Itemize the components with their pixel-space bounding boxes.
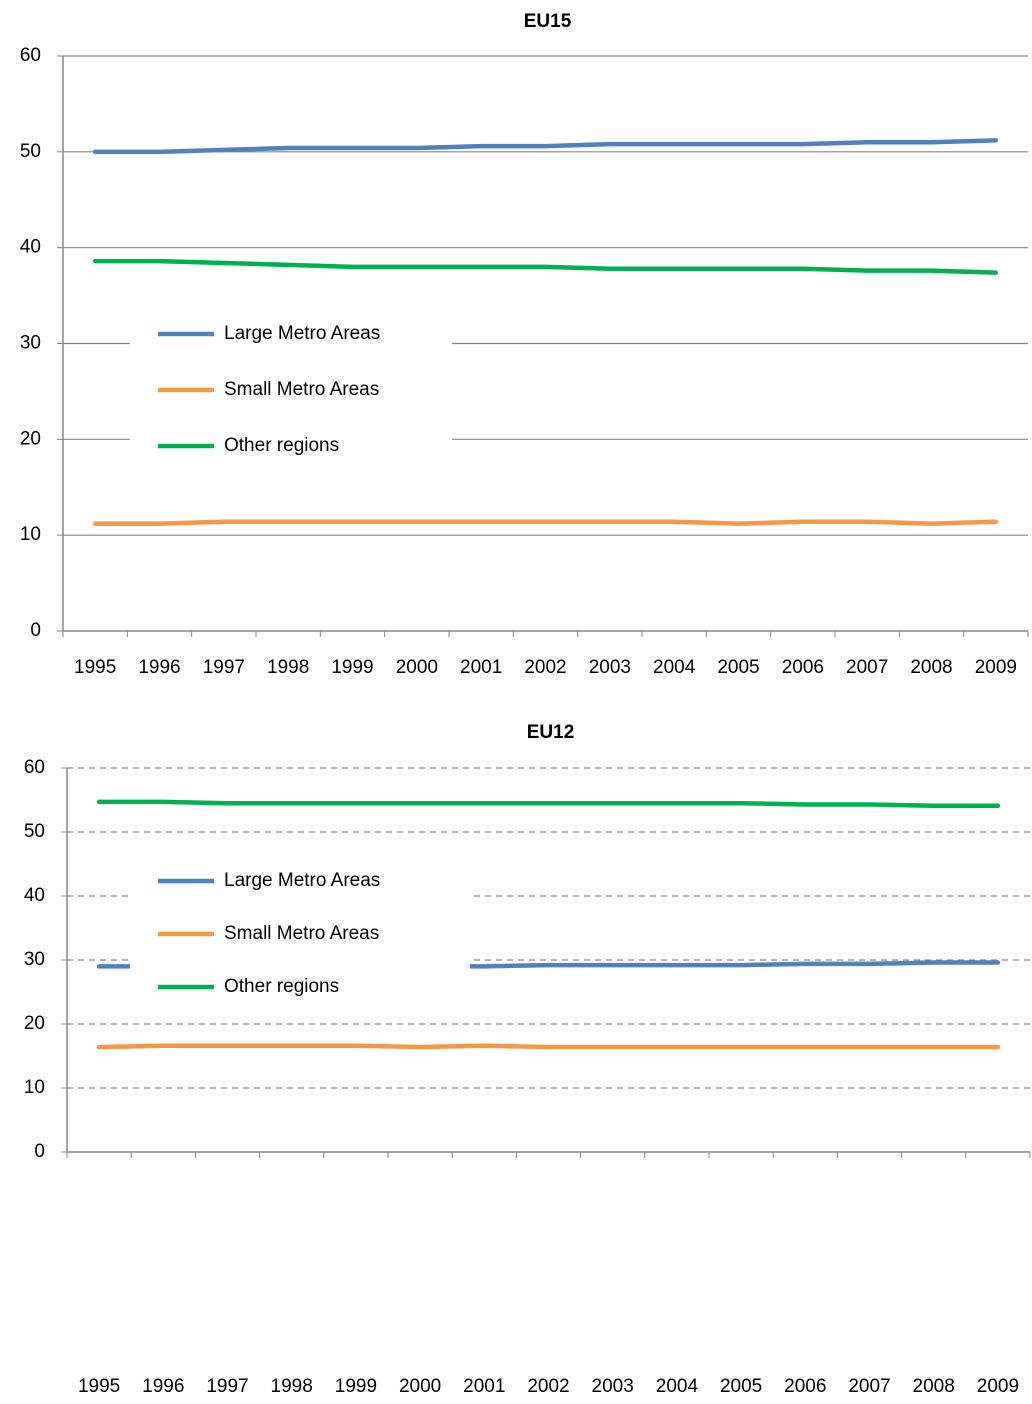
chart-title: EU15 bbox=[524, 11, 572, 32]
x-tick-label: 1999 bbox=[335, 1376, 377, 1397]
x-tick-label: 1997 bbox=[206, 1376, 248, 1397]
y-tick-label: 10 bbox=[24, 1077, 45, 1098]
legend-label: Other regions bbox=[224, 976, 339, 997]
x-tick-label: 2005 bbox=[717, 657, 759, 678]
series-line bbox=[96, 799, 1001, 809]
x-tick-label: 1995 bbox=[78, 1376, 120, 1397]
x-tick-label: 1998 bbox=[271, 1376, 313, 1397]
x-tick-label: 2005 bbox=[720, 1376, 762, 1397]
legend-label: Small Metro Areas bbox=[224, 379, 379, 400]
y-tick-label: 20 bbox=[24, 1013, 45, 1034]
x-tick-label: 2007 bbox=[846, 657, 888, 678]
y-tick-label: 60 bbox=[20, 45, 41, 66]
y-tick-label: 20 bbox=[20, 428, 41, 449]
x-tick-label: 2003 bbox=[589, 657, 631, 678]
x-tick-label: 2008 bbox=[913, 1376, 955, 1397]
series-line bbox=[92, 519, 999, 526]
x-tick-label: 1997 bbox=[203, 657, 245, 678]
x-tick-label: 1996 bbox=[142, 1376, 184, 1397]
series-line bbox=[96, 1043, 1001, 1050]
y-tick-label: 10 bbox=[20, 524, 41, 545]
x-tick-label: 1996 bbox=[138, 657, 180, 678]
legend-label: Small Metro Areas bbox=[224, 923, 379, 944]
y-tick-label: 50 bbox=[20, 141, 41, 162]
x-tick-label: 2000 bbox=[399, 1376, 441, 1397]
x-tick-label: 2008 bbox=[910, 657, 952, 678]
series-line bbox=[92, 138, 999, 155]
y-tick-label: 50 bbox=[24, 821, 45, 842]
y-tick-label: 40 bbox=[24, 885, 45, 906]
legend-label: Large Metro Areas bbox=[224, 323, 380, 344]
x-tick-label: 2002 bbox=[524, 657, 566, 678]
y-tick-label: 60 bbox=[24, 757, 45, 778]
x-tick-label: 2003 bbox=[592, 1376, 634, 1397]
x-tick-label: 2001 bbox=[460, 657, 502, 678]
x-tick-label: 1998 bbox=[267, 657, 309, 678]
x-tick-label: 2006 bbox=[782, 657, 824, 678]
x-tick-label: 2001 bbox=[463, 1376, 505, 1397]
y-tick-label: 30 bbox=[24, 949, 45, 970]
legend-label: Large Metro Areas bbox=[224, 870, 380, 891]
legend-label: Other regions bbox=[224, 435, 339, 456]
x-tick-label: 2007 bbox=[848, 1376, 890, 1397]
chart-title: EU12 bbox=[527, 722, 575, 743]
x-tick-label: 2006 bbox=[784, 1376, 826, 1397]
x-tick-label: 1995 bbox=[74, 657, 116, 678]
y-tick-label: 30 bbox=[20, 333, 41, 354]
x-tick-label: 2002 bbox=[527, 1376, 569, 1397]
y-tick-label: 40 bbox=[20, 237, 41, 258]
y-tick-label: 0 bbox=[34, 1141, 45, 1162]
x-tick-label: 2009 bbox=[975, 657, 1017, 678]
x-tick-label: 2004 bbox=[656, 1376, 699, 1397]
y-tick-label: 0 bbox=[30, 620, 41, 641]
x-tick-label: 1999 bbox=[331, 657, 373, 678]
x-tick-label: 2004 bbox=[653, 657, 696, 678]
series-line bbox=[92, 258, 999, 275]
x-tick-label: 2009 bbox=[977, 1376, 1019, 1397]
x-tick-label: 2000 bbox=[396, 657, 438, 678]
